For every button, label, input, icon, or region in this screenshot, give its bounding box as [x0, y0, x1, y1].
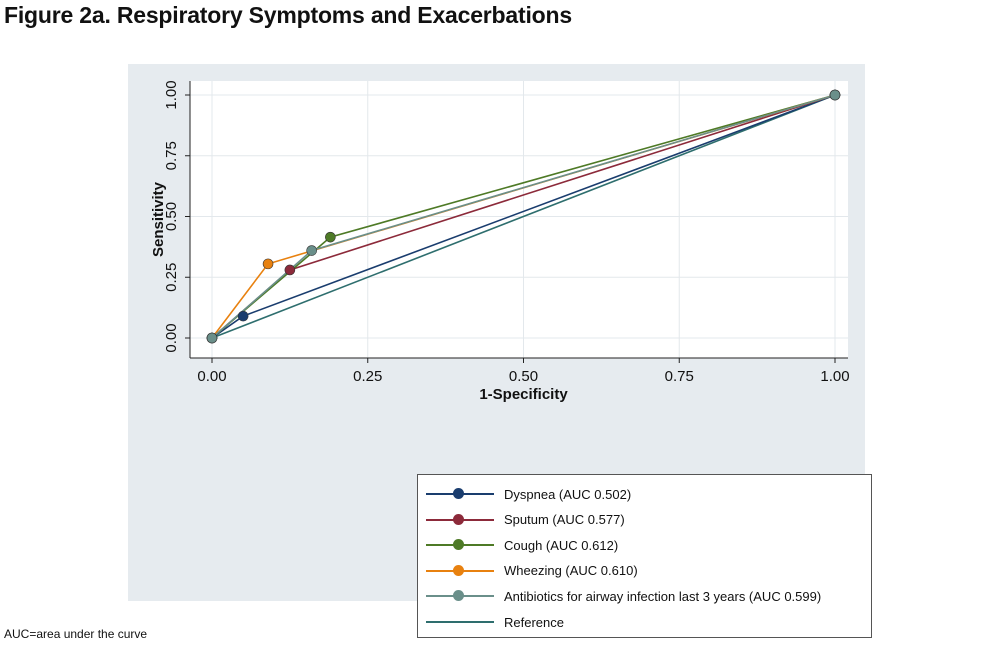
legend-label: Reference — [504, 614, 564, 630]
legend-item-cough: Cough (AUC 0.612) — [426, 535, 618, 555]
x-tick-label: 1.00 — [820, 368, 849, 385]
legend-label: Dyspnea (AUC 0.502) — [504, 486, 632, 502]
legend-marker — [453, 488, 464, 499]
cough-data-point — [325, 231, 336, 243]
legend-marker — [453, 564, 464, 576]
legend-key-sputum — [426, 512, 494, 528]
legend-key-wheezing — [426, 563, 494, 579]
legend-label: Cough (AUC 0.612) — [504, 537, 619, 553]
plot-area — [190, 81, 848, 358]
sputum-data-point — [284, 264, 296, 276]
antibiotics-data-point — [306, 245, 317, 256]
y-tick-label: 0.75 — [163, 141, 180, 170]
legend-key-cough — [426, 537, 494, 553]
legend-marker — [453, 590, 464, 602]
reference-series-line — [211, 94, 836, 339]
footnote: AUC=area under the curve — [4, 627, 148, 641]
antibiotics-data-point — [829, 89, 841, 101]
figure-title: Figure 2a. Respiratory Symptoms and Exac… — [4, 2, 572, 28]
y-tick-label: 0.50 — [163, 202, 180, 231]
legend-key-antibiotics — [426, 588, 494, 604]
legend-label: Antibiotics for airway infection last 3 … — [504, 588, 822, 604]
x-tick-label: 0.50 — [509, 368, 538, 385]
y-tick-label: 0.25 — [163, 263, 180, 292]
legend-marker — [453, 539, 464, 551]
y-tick-label: 0.00 — [163, 323, 180, 352]
chart-panel: 0.00 0.25 0.50 0.75 1.00 0.00 0.25 0.50 0.75 1.00… — [128, 64, 872, 638]
legend-item-dyspnea: Dyspnea (AUC 0.502) — [426, 484, 631, 504]
chart-legend: Dyspnea (AUC 0.502) Sputum (AUC 0.577) Cou… — [417, 474, 872, 638]
legend-key-dyspnea — [426, 486, 494, 502]
x-tick-label: 0.75 — [665, 368, 694, 385]
legend-key-reference — [426, 614, 494, 630]
antibiotics-data-point — [206, 332, 218, 344]
legend-marker — [453, 513, 464, 525]
dyspnea-data-point — [237, 310, 249, 322]
roc-chart: 0.00 0.25 0.50 0.75 1.00 0.00 0.25 0.50 0.75 1.00… — [150, 80, 850, 403]
y-axis-title: Sensitivity — [150, 181, 167, 257]
legend-item-reference: Reference — [426, 612, 564, 632]
legend-label: Sputum (AUC 0.577) — [504, 512, 625, 528]
y-tick-label: 1.00 — [163, 80, 180, 109]
x-axis-title: 1-Specificity — [479, 386, 568, 403]
legend-label: Wheezing (AUC 0.610) — [504, 563, 638, 579]
legend-item-antibiotics: Antibiotics for airway infection last 3 … — [426, 586, 821, 606]
legend-item-wheezing: Wheezing (AUC 0.610) — [426, 561, 638, 581]
x-tick-label: 0.25 — [353, 368, 382, 385]
legend-item-sputum: Sputum (AUC 0.577) — [426, 510, 625, 530]
x-tick-label: 0.00 — [197, 368, 226, 385]
wheezing-data-point — [262, 258, 274, 270]
legend-line — [426, 621, 494, 623]
